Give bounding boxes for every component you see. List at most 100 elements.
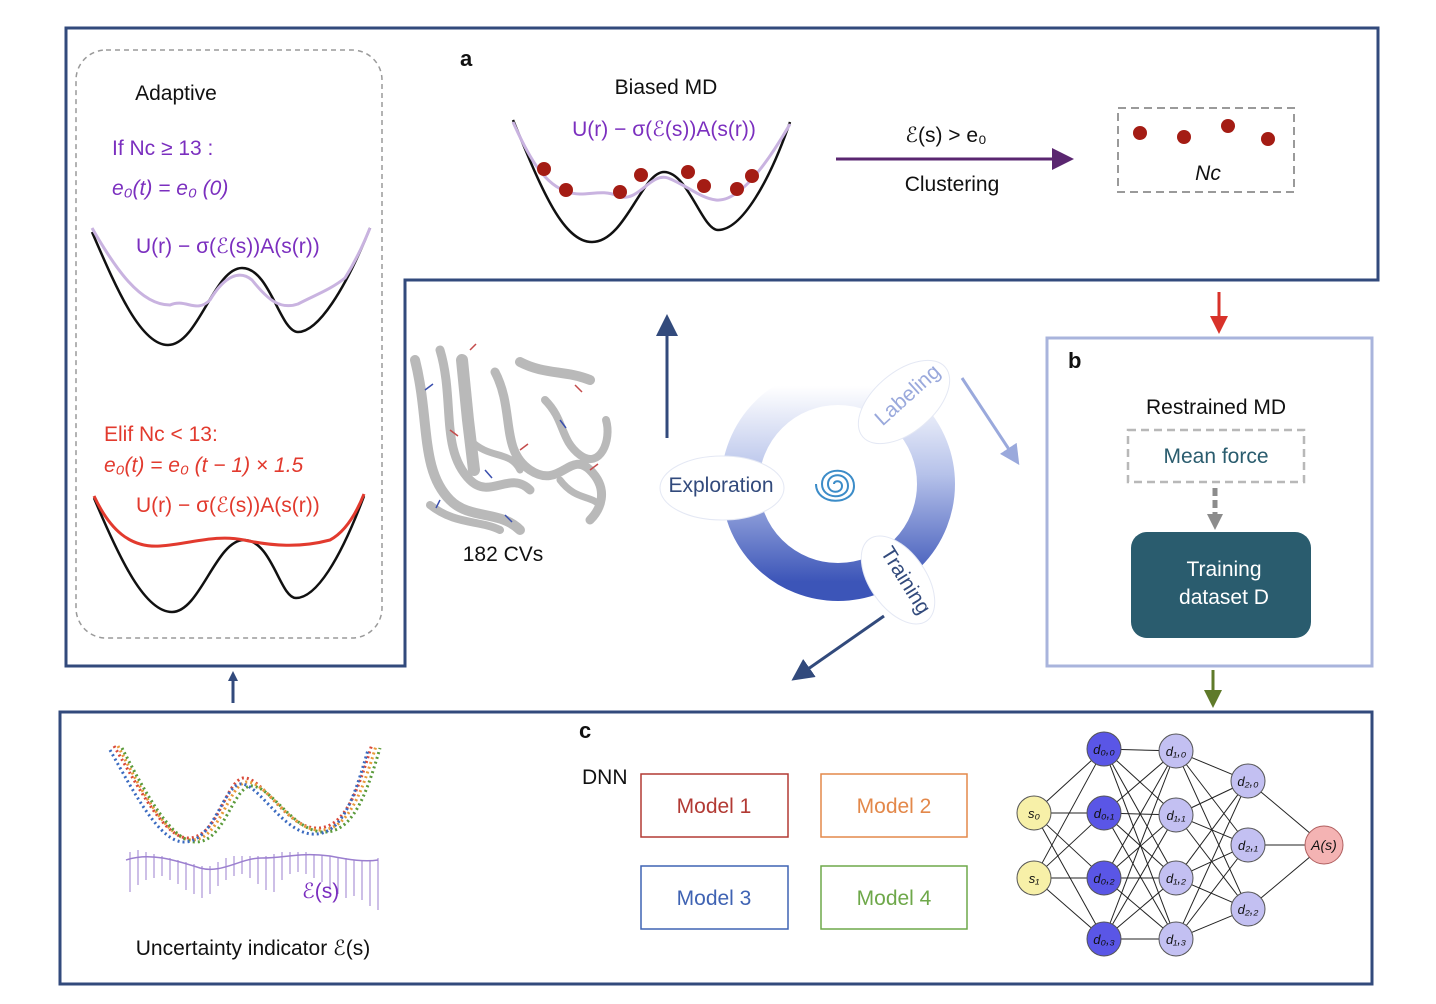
network-node-label: d₁,₁ xyxy=(1166,808,1185,823)
training-dataset-line1: Training xyxy=(1186,558,1261,581)
network-edge xyxy=(1116,888,1164,929)
adaptive-biased-curve-2 xyxy=(92,493,366,548)
biased-md-formula: U(r) − σ(ℰ(s))A(s(r)) xyxy=(572,118,756,141)
network-edge xyxy=(1041,827,1097,925)
cluster-center xyxy=(1221,119,1235,133)
network-edges xyxy=(1041,748,1312,940)
network-nodes: s₀ s₁ d₀,₀ d₀,₁ d₀,₂ d₀,₃ d₁,₀ d₁,₁ d₁,₂ d₁,₃ d₂,₀… xyxy=(1016,731,1344,957)
network-edge xyxy=(1260,791,1312,835)
network-edge xyxy=(1191,884,1233,903)
model-4-label: Model 4 xyxy=(857,887,932,910)
panel-c-label: c xyxy=(579,718,591,743)
model-2-box xyxy=(820,773,968,838)
mean-force-box xyxy=(1126,428,1306,484)
adaptive-if-formula: U(r) − σ(ℰ(s))A(s(r)) xyxy=(136,235,320,258)
network-node-input xyxy=(1016,860,1052,896)
spiral-icon xyxy=(815,469,856,502)
model-3-box xyxy=(640,865,789,930)
panel-a-frame xyxy=(64,26,1380,668)
network-edge xyxy=(1185,858,1239,926)
cluster-center xyxy=(1177,130,1191,144)
sample-point xyxy=(559,183,573,197)
network-node-label: d₀,₁ xyxy=(1094,806,1114,821)
network-edge xyxy=(1260,855,1312,899)
network-node-layer0 xyxy=(1086,795,1122,831)
network-node-label: d₁,₀ xyxy=(1166,744,1187,759)
network-edge xyxy=(1109,766,1171,924)
cluster-center xyxy=(1133,126,1147,140)
network-edge xyxy=(1046,888,1092,929)
network-edge xyxy=(1191,787,1233,809)
network-node-layer1 xyxy=(1158,797,1194,833)
panel-c-frame xyxy=(58,710,1374,986)
network-edge xyxy=(1191,915,1233,933)
adaptive-title: Adaptive xyxy=(135,82,217,105)
network-edge xyxy=(1046,760,1092,802)
adaptive-biased-curve-1 xyxy=(90,227,372,308)
network-edge xyxy=(1191,851,1233,872)
network-edge xyxy=(1191,757,1233,775)
network-node-label: A(s) xyxy=(1310,837,1337,853)
network-node-label: d₂,₂ xyxy=(1238,902,1259,917)
network-node-label: d₁,₂ xyxy=(1166,871,1186,886)
network-node-layer0 xyxy=(1086,731,1122,767)
network-edge xyxy=(1046,824,1092,867)
sample-point xyxy=(681,165,695,179)
training-lobe xyxy=(860,535,936,625)
model-1-box xyxy=(640,773,789,838)
network-edge xyxy=(1116,761,1164,803)
network-node-label: s₁ xyxy=(1029,871,1040,886)
network-node-input xyxy=(1016,795,1052,831)
network-edge xyxy=(1116,825,1164,868)
mean-force-label: Mean force xyxy=(1163,445,1268,468)
biased-md-potential xyxy=(511,119,792,244)
restrained-md-title: Restrained MD xyxy=(1146,396,1286,419)
network-node-label: d₂,₀ xyxy=(1237,774,1259,789)
network-node-label: d₀,₀ xyxy=(1093,742,1115,757)
labeling-arrow xyxy=(960,377,1020,466)
biased-md-samples xyxy=(537,162,759,199)
network-node-layer1 xyxy=(1158,921,1194,957)
clustering-condition: ℰ(s) > e₀ xyxy=(905,124,987,147)
adaptive-if-line: If Nᴄ ≥ 13 : xyxy=(112,137,213,160)
protein-illustration xyxy=(410,345,612,535)
network-edge xyxy=(1185,794,1239,865)
network-node-output xyxy=(1304,825,1344,865)
uncertainty-baseline xyxy=(125,853,379,870)
exploration-lobe xyxy=(659,455,785,521)
network-edge xyxy=(1112,827,1168,925)
biased-md-title: Biased MD xyxy=(615,76,718,99)
network-edge xyxy=(1120,748,1160,752)
network-node-layer2 xyxy=(1230,891,1266,927)
training-dataset-line2: dataset D xyxy=(1179,586,1269,609)
exploration-label: Exploration xyxy=(668,474,773,497)
cv-count-label: 182 CVs xyxy=(463,543,544,566)
panel-a-label: a xyxy=(460,46,473,71)
network-node-layer2 xyxy=(1230,827,1266,863)
sample-point xyxy=(730,182,744,196)
clustering-label: Clustering xyxy=(905,173,1000,196)
adaptive-elif-formula: U(r) − σ(ℰ(s))A(s(r)) xyxy=(136,494,320,517)
model-2-label: Model 2 xyxy=(857,795,932,818)
panel-b-label: b xyxy=(1068,348,1081,373)
uncertainty-error-bars xyxy=(129,850,379,910)
cluster-count-label: Nᴄ xyxy=(1195,162,1221,185)
labeling-lobe xyxy=(857,359,951,445)
model-1-label: Model 1 xyxy=(677,795,752,818)
network-edge xyxy=(1182,796,1242,924)
network-node-label: s₀ xyxy=(1028,806,1041,821)
network-node-label: d₁,₃ xyxy=(1166,932,1186,947)
training-arrow xyxy=(791,614,885,681)
adaptive-elif-rule: e₀(t) = e₀ (t − 1) × 1.5 xyxy=(104,454,304,477)
protein-sticks xyxy=(424,343,599,523)
network-node-label: d₂,₁ xyxy=(1238,838,1258,853)
panel-b-frame xyxy=(1045,336,1374,668)
uncertainty-caption: Uncertainty indicator ℰ(s) xyxy=(136,937,370,960)
sample-point xyxy=(537,162,551,176)
network-node-layer1 xyxy=(1158,733,1194,769)
network-node-layer0 xyxy=(1086,921,1122,957)
cluster-centers xyxy=(1133,119,1275,146)
adaptive-box xyxy=(75,49,383,639)
training-dataset-box xyxy=(1131,532,1311,638)
